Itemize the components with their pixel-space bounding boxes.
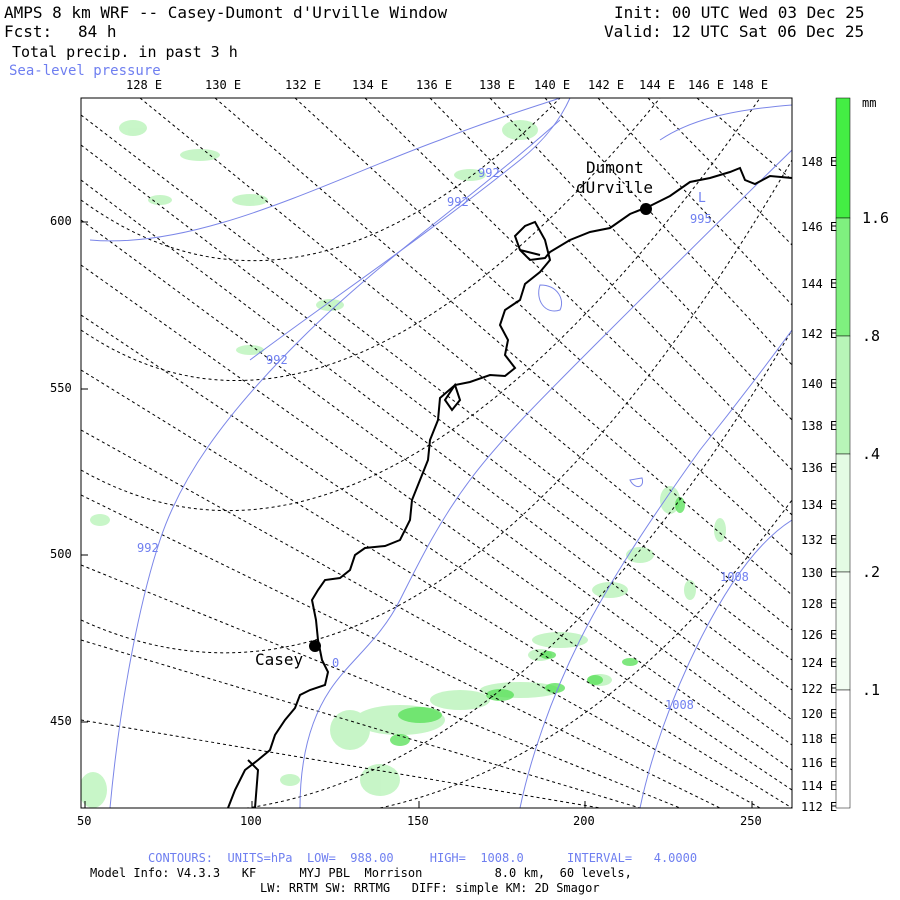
- bottom-x-label: 150: [407, 814, 429, 828]
- isobar-label: 992: [447, 195, 469, 209]
- top-lon-label: 132 E: [285, 78, 322, 92]
- isobar-label: 992: [266, 353, 288, 367]
- map-frame: [80, 97, 793, 809]
- init-time: Init: 00 UTC Wed 03 Dec 25: [614, 3, 865, 22]
- right-lon-label: 144 E: [801, 277, 838, 291]
- bottom-x-label: 200: [573, 814, 595, 828]
- top-lon-label: 136 E: [416, 78, 453, 92]
- meridian-lines: [81, 98, 792, 808]
- colorbar-label: .2: [862, 563, 881, 581]
- isobar-label: 1008: [720, 570, 749, 584]
- dumont-durville-marker: [640, 203, 652, 215]
- top-lon-label: 142 E: [588, 78, 625, 92]
- right-lon-label: 112 E: [801, 800, 838, 814]
- isobar-label: 0: [332, 656, 340, 670]
- left-y-label: 550: [50, 381, 72, 395]
- top-lon-label: 148 E: [732, 78, 769, 92]
- right-lon-label: 132 E: [801, 533, 838, 547]
- bottom-x-label: 50: [77, 814, 92, 828]
- right-lon-label: 142 E: [801, 327, 838, 341]
- colorbar-label: .8: [862, 327, 881, 345]
- right-lon-label: 124 E: [801, 656, 838, 670]
- isobar-label: 1008: [665, 698, 694, 712]
- bottom-x-label: 250: [740, 814, 762, 828]
- forecast-hour: 84 h: [78, 22, 117, 41]
- colorbar-label: .4: [862, 445, 881, 463]
- right-lon-label: 134 E: [801, 498, 838, 512]
- top-lon-label: 134 E: [352, 78, 389, 92]
- right-lon-label: 120 E: [801, 707, 838, 721]
- casey-marker: [309, 640, 321, 652]
- station-label-casey: Casey: [255, 650, 304, 669]
- field-name: Total precip. in past 3 h: [12, 43, 238, 61]
- right-lon-label: 116 E: [801, 756, 838, 770]
- overlay-name: Sea-level pressure: [9, 63, 161, 79]
- top-lon-label: 146 E: [688, 78, 725, 92]
- right-lon-label: 126 E: [801, 628, 838, 642]
- top-lon-label: 130 E: [205, 78, 242, 92]
- forecast-label: Fcst:: [4, 22, 53, 41]
- right-lon-label: 140 E: [801, 377, 838, 391]
- isobar-label: 992: [478, 166, 500, 180]
- coastline: [227, 166, 792, 808]
- right-lon-label: 138 E: [801, 419, 838, 433]
- right-lon-label: 130 E: [801, 566, 838, 580]
- right-lon-label: 114 E: [801, 779, 838, 793]
- left-y-label: 450: [50, 714, 72, 728]
- right-lon-label: 148 E: [801, 155, 838, 169]
- right-lon-label: 136 E: [801, 461, 838, 475]
- latitude-lines: [81, 98, 792, 808]
- model-info: Model Info: V4.3.3 KF MYJ PBL Morrison 8…: [90, 866, 632, 880]
- right-lon-label: 128 E: [801, 597, 838, 611]
- map-title: AMPS 8 km WRF -- Casey-Dumont d'Urville …: [4, 3, 448, 22]
- precip-heavy: [390, 497, 685, 746]
- top-lon-label: 138 E: [479, 78, 516, 92]
- colorbar-label: 1.6: [862, 209, 890, 227]
- isobars: [89, 98, 792, 808]
- top-lon-label: 140 E: [534, 78, 571, 92]
- axis-ticks: [81, 221, 753, 808]
- isobar-label: 992: [137, 541, 159, 555]
- station-label-durville: dUrville: [576, 178, 654, 197]
- precip-field: [81, 120, 726, 808]
- valid-time: Valid: 12 UTC Sat 06 Dec 25: [604, 22, 865, 41]
- right-lon-label: 118 E: [801, 732, 838, 746]
- top-lon-label: 128 E: [126, 78, 163, 92]
- physics-info: LW: RRTM SW: RRTMG DIFF: simple KM: 2D S…: [260, 881, 600, 895]
- low-pressure-marker: L: [698, 191, 706, 206]
- right-lon-label: 122 E: [801, 682, 838, 696]
- isobar-label: 995: [690, 212, 712, 226]
- colorbar: [835, 97, 851, 809]
- left-y-label: 500: [50, 547, 72, 561]
- top-lon-label: 144 E: [639, 78, 676, 92]
- bottom-x-label: 100: [240, 814, 262, 828]
- left-y-label: 600: [50, 214, 72, 228]
- station-label-dumont: Dumont: [586, 158, 644, 177]
- colorbar-label: .1: [862, 681, 881, 699]
- colorbar-unit: mm: [862, 96, 877, 110]
- right-lon-label: 146 E: [801, 220, 838, 234]
- contour-info: CONTOURS: UNITS=hPa LOW= 988.00 HIGH= 10…: [148, 851, 698, 865]
